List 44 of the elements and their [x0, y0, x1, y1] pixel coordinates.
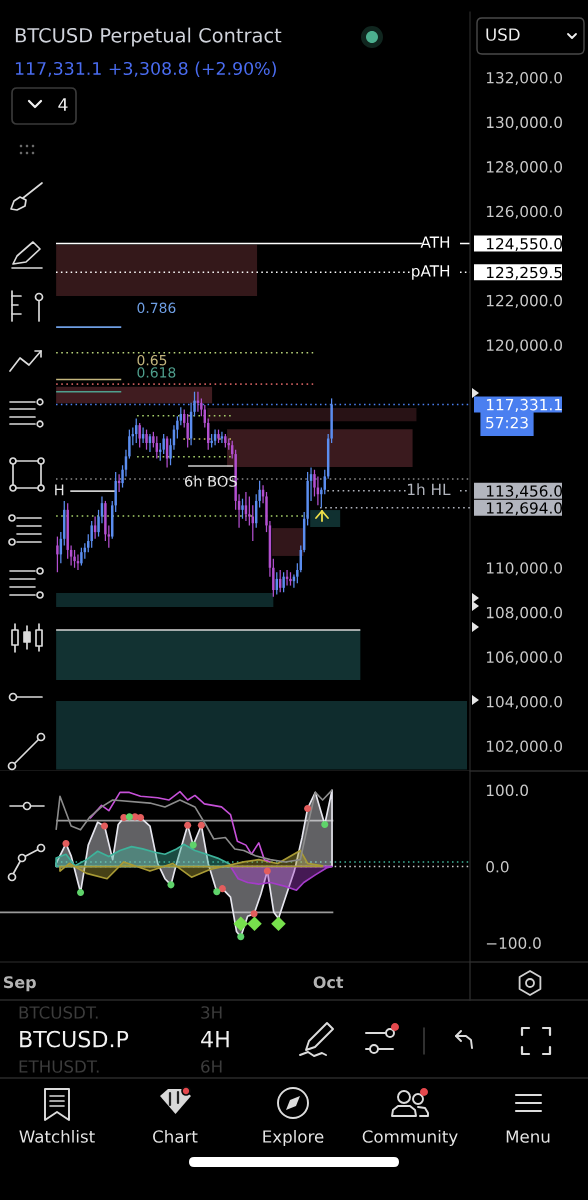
y-tick-label: 117,331.1 [486, 398, 562, 412]
y-tick-label: 110,000.0 [486, 562, 563, 576]
text: 57:23 [486, 416, 528, 429]
series-label: 1h HL [407, 483, 451, 495]
y-tick-label: 132,000.0 [486, 71, 563, 86]
annotation: 4 [58, 98, 68, 111]
text: BTCUSD Perpetual Contract [15, 27, 282, 47]
text: Watchlist [19, 1129, 95, 1143]
y-tick-label: 113,456.0 [486, 485, 563, 499]
text: USD [486, 28, 520, 41]
text: Menu [506, 1130, 550, 1143]
y-tick-label: 124,550.0 [486, 238, 563, 252]
y-tick-label: 120,000.0 [486, 339, 563, 353]
text: BTCUSD.P [20, 1030, 129, 1048]
y-tick-label: 0.0 [486, 860, 509, 873]
series-label: 0.618 [137, 367, 176, 378]
y-tick-label: 100.0 [486, 784, 528, 797]
text: ETHUSDT. [19, 1060, 99, 1073]
y-tick-label: −100.0 [486, 937, 541, 949]
text: Chart [153, 1129, 198, 1143]
y-tick-label: 112,694.0 [486, 502, 563, 516]
annotation: H [55, 484, 64, 496]
y-tick-label: 102,000.0 [486, 740, 563, 754]
y-tick-label: 106,000.0 [486, 651, 563, 665]
y-tick-label: 108,000.0 [486, 606, 563, 620]
x-tick-label: Sep [3, 976, 36, 992]
text: 3H [201, 1006, 222, 1019]
text: BTCUSDT. [19, 1006, 98, 1019]
series-label: 0.65 [137, 354, 167, 366]
y-tick-label: 128,000.0 [486, 161, 563, 175]
y-tick-label: 130,000.0 [486, 116, 563, 130]
text: 4H [201, 1030, 229, 1048]
y-tick-label: 126,000.0 [486, 205, 563, 219]
y-tick-label: 104,000.0 [486, 695, 563, 710]
ref-line-label: ATH [420, 236, 450, 248]
series-label: 0.786 [137, 302, 176, 314]
text: Explore [263, 1129, 324, 1147]
y-tick-label: 123,259.5 [486, 266, 562, 280]
ref-line-label: pATH [412, 265, 450, 280]
text: Community [362, 1129, 458, 1147]
x-tick-label: Oct [313, 976, 344, 989]
y-tick-label: 122,000.0 [486, 294, 563, 308]
text: 117,331.1 +3,308.8 (+2.90%) [15, 61, 276, 78]
text: 6H [201, 1060, 222, 1073]
